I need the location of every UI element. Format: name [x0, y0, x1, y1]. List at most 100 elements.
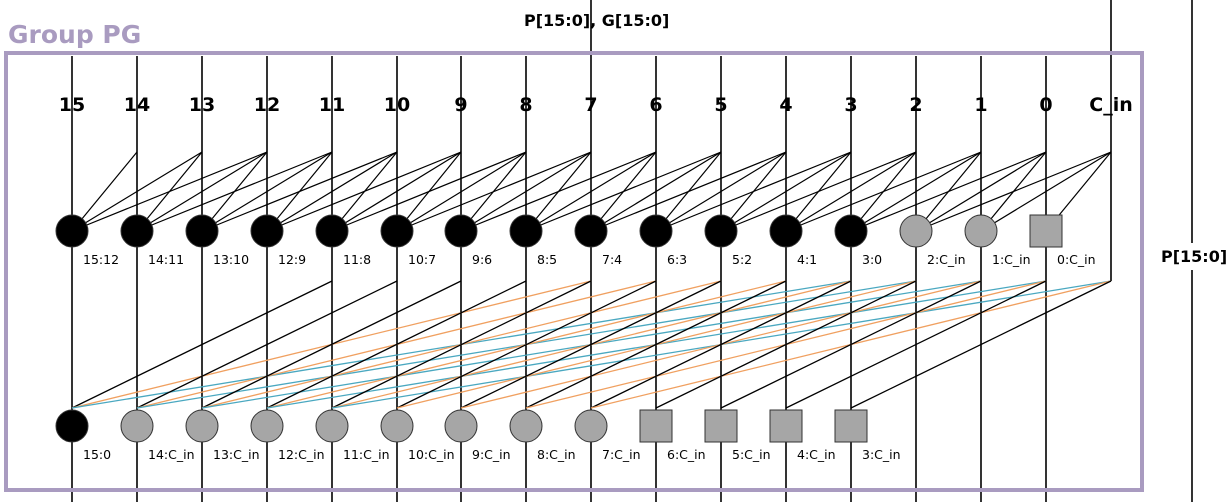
wire-l1-3-5	[266, 151, 398, 232]
wire-l1-0-2	[71, 151, 203, 232]
wire-l1-10-12	[720, 151, 852, 232]
wire-l1-13-15	[915, 151, 1047, 232]
wire-l1-14-16	[980, 151, 1112, 232]
column-label: 4	[779, 94, 792, 116]
wire-l2-3-7	[266, 280, 527, 409]
column-label: 0	[1039, 94, 1052, 116]
gray-square-node	[769, 409, 803, 443]
node-label: 4:1	[797, 252, 817, 267]
gray-square-node	[704, 409, 738, 443]
node-label: 15:0	[83, 447, 111, 462]
gray-square-node	[1029, 214, 1063, 248]
wire-l1-4-5	[331, 151, 398, 232]
wire-l1-2-3	[201, 151, 268, 232]
wire-l1-3-4	[266, 151, 333, 232]
black-circle-node	[509, 214, 543, 248]
wire-l2-2-6	[201, 280, 462, 409]
wire-l1-11-12	[785, 151, 852, 232]
wire-l1-9-11	[655, 151, 787, 232]
gray-square-node	[639, 409, 673, 443]
wire-l1-7-9	[525, 151, 657, 232]
gray-circle-node	[899, 214, 933, 248]
wire-l2-5-9	[396, 280, 657, 409]
level1-fan-in-wires	[71, 151, 1112, 232]
node-label: 13:10	[213, 252, 249, 267]
column-label: 6	[649, 94, 662, 116]
column-label: 3	[844, 94, 857, 116]
node-label: 11:C_in	[343, 447, 390, 462]
wire-l1-13-14	[915, 151, 982, 232]
black-circle-node	[315, 214, 349, 248]
wire-l1-12-14	[850, 151, 982, 232]
group-pg-box	[4, 51, 1144, 492]
node-label: 0:C_in	[1057, 252, 1096, 267]
wire-l1-6-7	[460, 151, 527, 232]
node-label: 3:0	[862, 252, 882, 267]
node-label: 11:8	[343, 252, 371, 267]
gray-circle-node	[120, 409, 154, 443]
node-label: 14:C_in	[148, 447, 195, 462]
wire-l2-1-5	[136, 280, 398, 409]
column-label: 2	[909, 94, 922, 116]
column-labels: 15 14 13 12 11 10 9 8 7 6 5 4 3 2 1 0 C_in	[59, 94, 1133, 116]
node-label: 8:C_in	[537, 447, 576, 462]
node-label: 12:C_in	[278, 447, 325, 462]
gray-circle-node	[509, 409, 543, 443]
gray-circle-node	[964, 214, 998, 248]
node-label: 6:C_in	[667, 447, 706, 462]
gray-circle-node	[380, 409, 414, 443]
wire-l1-8-9	[590, 151, 657, 232]
column-label: 11	[319, 94, 345, 116]
black-circle-node	[769, 214, 803, 248]
node-label: 13:C_in	[213, 447, 260, 462]
node-label: 8:5	[537, 252, 557, 267]
black-circle-node	[185, 214, 219, 248]
wire-l2-4-8	[331, 280, 592, 409]
node-label: 10:7	[408, 252, 436, 267]
node-label: 9:6	[472, 252, 492, 267]
vertical-wires	[71, 0, 1193, 502]
black-circle-node	[834, 214, 868, 248]
node-label: 9:C_in	[472, 447, 511, 462]
node-label: 6:3	[667, 252, 687, 267]
wire-l1-5-7	[396, 151, 527, 232]
wire-l1-0-1	[71, 151, 138, 232]
wire-l1-7-8	[525, 151, 592, 232]
black-circle-node	[639, 214, 673, 248]
gray-circle-node	[185, 409, 219, 443]
wire-l2-6-10	[460, 280, 722, 409]
wire-l1-12-13	[850, 151, 917, 232]
column-label: 15	[59, 94, 85, 116]
node-label: 4:C_in	[797, 447, 836, 462]
level2-fan-in-wires	[71, 280, 1112, 409]
black-circle-node	[55, 214, 89, 248]
wire-l1-9-10	[655, 151, 722, 232]
gray-circle-node	[315, 409, 349, 443]
wire-l2-0-4	[71, 280, 333, 409]
wire-l2-7-11	[525, 280, 787, 409]
wire-l2-12-16	[850, 280, 1112, 409]
node-label: 14:11	[148, 252, 184, 267]
top-bus-label: P[15:0], G[15:0]	[524, 11, 669, 30]
column-label: 8	[519, 94, 532, 116]
wire-l1-5-6	[396, 151, 462, 232]
wire-l1-11-13	[785, 151, 917, 232]
wire-l2-11-15	[785, 280, 1047, 409]
level1-nodes: 15:12 14:11 13:10 12:9 11:8 10:7 9:6 8:5 7:4 6:3 5…	[55, 214, 1096, 267]
node-label: 1:C_in	[992, 252, 1031, 267]
black-circle-node	[55, 409, 89, 443]
black-circle-node	[120, 214, 154, 248]
gray-circle-node	[250, 409, 284, 443]
group-title: Group PG	[8, 20, 141, 49]
node-label: 10:C_in	[408, 447, 455, 462]
side-bus-label: P[15:0]	[1161, 247, 1227, 266]
node-label: 15:12	[83, 252, 119, 267]
wire-l1-2-4	[201, 151, 333, 232]
wire-l2-10-14	[720, 280, 982, 409]
wire-l1-1-3	[136, 151, 268, 232]
column-label: 1	[974, 94, 987, 116]
node-label: 7:C_in	[602, 447, 641, 462]
node-label: 5:2	[732, 252, 752, 267]
black-circle-node	[444, 214, 478, 248]
